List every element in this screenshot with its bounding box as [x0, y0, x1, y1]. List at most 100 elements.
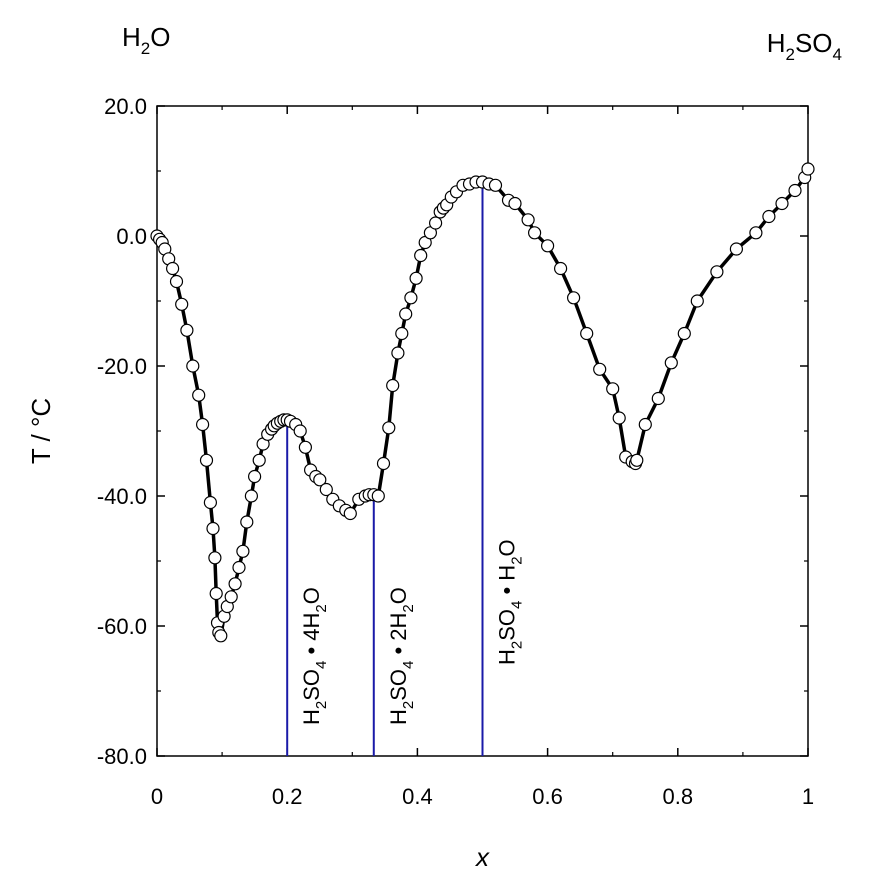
- y-tick-label: -20.0: [97, 354, 147, 379]
- compound-label-part: • 4H: [299, 613, 324, 661]
- data-point: [638, 417, 652, 432]
- data-point: [169, 274, 184, 289]
- data-point: [521, 213, 535, 227]
- compound-label: H2SO4 • 4H2O: [299, 587, 330, 725]
- y-tick-label: -40.0: [97, 484, 147, 509]
- data-point: [606, 382, 620, 396]
- corner-label-water-part: 2: [141, 39, 150, 58]
- compound-label-part: SO: [386, 669, 411, 701]
- compound-label-part: • 2H: [386, 613, 411, 661]
- data-point: [391, 346, 405, 360]
- data-point: [414, 248, 428, 263]
- compound-label-part: 4: [400, 661, 417, 669]
- corner-label-water-part: H: [122, 22, 141, 52]
- x-tick-label: 0.4: [402, 784, 433, 809]
- data-point: [540, 239, 555, 253]
- x-tick-label: 0.2: [272, 784, 303, 809]
- data-point: [775, 196, 789, 211]
- x-axis-title: x: [474, 842, 490, 872]
- compound-label: H2SO4 • 2H2O: [386, 587, 417, 725]
- data-point: [166, 261, 180, 276]
- compound-label-part: 2: [313, 701, 330, 709]
- compound-label-part: 4: [509, 601, 526, 609]
- compound-label-part: 2: [313, 604, 330, 612]
- data-point: [214, 629, 228, 643]
- compound-label-part: 4: [313, 661, 330, 669]
- data-point: [298, 440, 312, 454]
- compound-label-part: SO: [495, 609, 520, 641]
- data-point: [293, 424, 307, 438]
- compound-label-part: H: [299, 709, 324, 725]
- data-point: [566, 291, 581, 305]
- data-point: [488, 178, 503, 192]
- data-point: [175, 297, 189, 311]
- data-point: [399, 307, 413, 321]
- data-point: [371, 489, 385, 503]
- y-tick-label: 20.0: [104, 94, 147, 119]
- data-point: [228, 577, 242, 591]
- compound-label: H2SO4 • H2O: [495, 539, 526, 665]
- data-point: [196, 417, 210, 432]
- x-tick-label: 0.8: [663, 784, 694, 809]
- data-point: [248, 469, 262, 484]
- text-group: 0 0.2 0.4 0.6 0.8 1 20.0 0.0 -20.0 -40.0 -60.0 -80.…: [26, 22, 842, 872]
- data-point: [186, 359, 200, 373]
- data-point: [664, 356, 678, 370]
- data-point: [593, 362, 607, 376]
- data-point: [376, 456, 391, 471]
- data-point: [508, 196, 522, 211]
- y-tick-label: -60.0: [97, 614, 147, 639]
- compound-label-part: H: [386, 709, 411, 725]
- data-point: [252, 453, 266, 467]
- data-point: [192, 388, 206, 402]
- data-point: [553, 261, 568, 276]
- data-point: [319, 482, 333, 497]
- data-point: [690, 294, 704, 308]
- data-point: [232, 560, 246, 575]
- compound-label-part: 2: [400, 701, 417, 709]
- data-point: [710, 265, 724, 279]
- x-tick-label: 0: [151, 784, 163, 809]
- data-point: [236, 544, 250, 558]
- data-point: [206, 521, 220, 536]
- data-point: [729, 242, 744, 256]
- compound-label-part: 2: [509, 641, 526, 649]
- compound-label-part: 2: [509, 556, 526, 564]
- data-point: [386, 378, 400, 393]
- x-tick-label: 1: [802, 784, 814, 809]
- data-point: [630, 453, 644, 467]
- data-point: [429, 216, 443, 230]
- data-point: [199, 453, 214, 467]
- corner-label-acid-part: 2: [785, 45, 794, 64]
- data-point: [224, 590, 238, 604]
- compound-label-part: O: [386, 587, 411, 604]
- compound-lines-group: [286, 182, 484, 756]
- data-point: [180, 323, 194, 337]
- compound-label-part: O: [299, 587, 324, 604]
- data-point: [382, 421, 396, 435]
- data-point: [240, 515, 254, 529]
- corner-label-water: H2O: [122, 22, 170, 58]
- y-tick-label: 0.0: [116, 224, 147, 249]
- data-point: [677, 326, 691, 341]
- corner-label-acid-part: SO: [795, 28, 833, 58]
- data-point: [404, 291, 418, 305]
- data-point: [395, 326, 409, 341]
- x-tick-label: 0.6: [532, 784, 563, 809]
- data-point: [527, 226, 542, 240]
- points-group: [150, 162, 815, 643]
- data-point: [313, 473, 327, 487]
- data-point: [580, 326, 594, 341]
- data-point: [209, 586, 223, 601]
- compound-label-part: SO: [299, 669, 324, 701]
- compound-label-part: O: [495, 539, 520, 556]
- data-point: [788, 183, 802, 198]
- data-point: [343, 506, 357, 521]
- compound-label-part: H: [495, 649, 520, 665]
- data-point: [612, 411, 626, 425]
- data-point: [749, 226, 763, 240]
- y-tick-label: -80.0: [97, 744, 147, 769]
- corner-label-acid: H2SO4: [767, 28, 842, 64]
